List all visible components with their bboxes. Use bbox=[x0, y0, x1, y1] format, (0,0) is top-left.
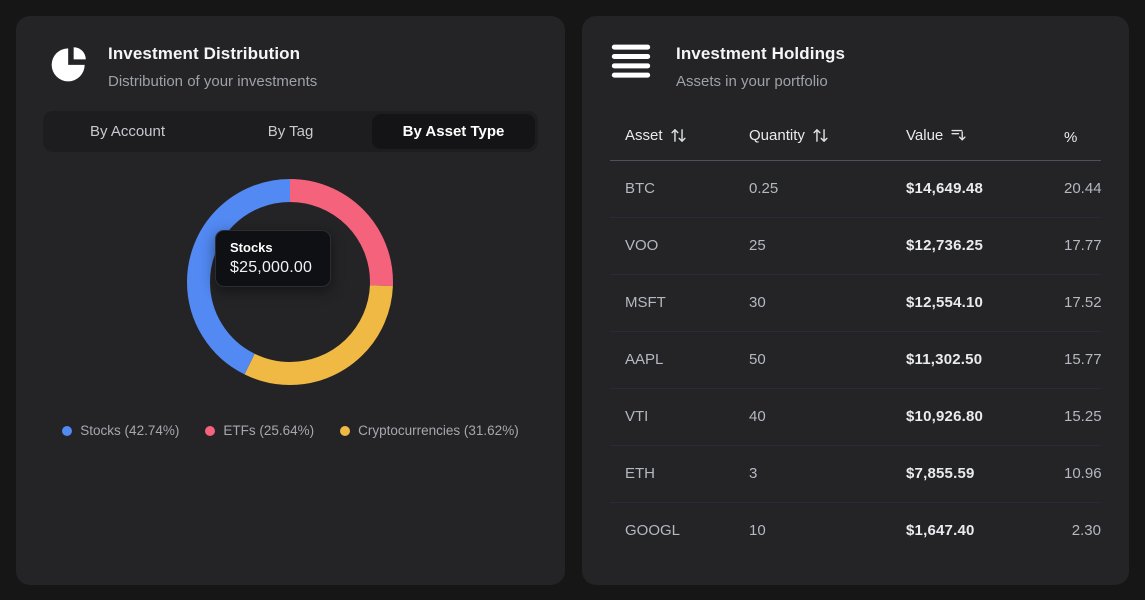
bars-arrow-down-icon bbox=[950, 130, 967, 148]
distribution-subtitle: Distribution of your investments bbox=[108, 73, 318, 90]
column-header-asset[interactable]: Asset bbox=[610, 116, 749, 161]
asset-cell: AAPL bbox=[625, 351, 664, 368]
legend-item: Stocks (42.74%) bbox=[62, 423, 179, 438]
table-row: VOO 25 $12,736.25 17.77 bbox=[610, 217, 1102, 274]
investment-distribution-card: Investment Distribution Distribution of … bbox=[16, 16, 565, 585]
quantity-cell: 0.25 bbox=[749, 180, 779, 197]
asset-cell: VTI bbox=[625, 408, 649, 425]
column-label: Value bbox=[906, 127, 944, 145]
column-header-quantity[interactable]: Quantity bbox=[749, 116, 906, 161]
holdings-title: Investment Holdings bbox=[676, 44, 846, 63]
percent-cell: 20.44 bbox=[1064, 180, 1102, 197]
tooltip-label: Stocks bbox=[230, 240, 273, 255]
value-cell: $7,855.59 bbox=[906, 465, 975, 482]
value-cell: $1,647.40 bbox=[906, 522, 975, 540]
table-row: MSFT 30 $12,554.10 17.52 bbox=[610, 274, 1102, 331]
table-row: ETH 3 $7,855.59 10.96 bbox=[610, 445, 1102, 502]
chart-legend: Stocks (42.74%) ETFs (25.64%) Cryptocurren… bbox=[16, 423, 565, 438]
asset-cell: VOO bbox=[625, 237, 659, 254]
table-row: VTI 40 $10,926.80 15.25 bbox=[610, 388, 1102, 445]
donut-chart bbox=[186, 178, 394, 386]
value-cell: $10,926.80 bbox=[906, 408, 984, 425]
arrows-up-down-icon bbox=[812, 129, 829, 148]
legend-item: ETFs (25.64%) bbox=[205, 423, 314, 438]
quantity-cell: 50 bbox=[749, 351, 766, 368]
quantity-cell: 3 bbox=[749, 465, 758, 482]
percent-cell: 10.96 bbox=[1064, 465, 1102, 482]
legend-label: ETFs (25.64%) bbox=[223, 423, 315, 438]
legend-item: Cryptocurrencies (31.62%) bbox=[340, 423, 519, 438]
holdings-subtitle: Assets in your portfolio bbox=[676, 73, 828, 90]
quantity-cell: 10 bbox=[749, 522, 766, 540]
column-label: Asset bbox=[625, 127, 663, 145]
table-row: AAPL 50 $11,302.50 15.77 bbox=[610, 331, 1102, 388]
tab-by-account[interactable]: By Account bbox=[46, 114, 209, 149]
value-cell: $12,554.10 bbox=[906, 294, 984, 311]
donut-segment-cryptocurrencies[interactable] bbox=[187, 179, 393, 385]
legend-dot-icon bbox=[205, 425, 216, 436]
asset-cell: GOOGL bbox=[625, 522, 681, 540]
table-row: GOOGL 10 $1,647.40 2.30 bbox=[610, 502, 1101, 559]
distribution-title: Investment Distribution bbox=[108, 44, 301, 63]
value-cell: $12,736.25 bbox=[906, 237, 984, 254]
column-header-percent[interactable]: % bbox=[1064, 116, 1101, 161]
tooltip-value: $25,000.00 bbox=[230, 259, 313, 276]
distribution-card-header: Investment Distribution Distribution of … bbox=[48, 38, 317, 91]
percent-cell: 15.77 bbox=[1064, 351, 1102, 368]
percent-cell: 15.25 bbox=[1064, 408, 1102, 425]
holdings-card-header: Investment Holdings Assets in your portf… bbox=[611, 38, 845, 90]
legend-label: Stocks (42.74%) bbox=[80, 423, 180, 438]
tab-by-asset-type[interactable]: By Asset Type bbox=[372, 114, 535, 149]
column-label: % bbox=[1064, 129, 1078, 147]
quantity-cell: 25 bbox=[749, 237, 766, 254]
investment-holdings-card: Investment Holdings Assets in your portf… bbox=[582, 16, 1129, 585]
legend-dot-icon bbox=[62, 425, 73, 436]
chart-tooltip: Stocks $25,000.00 bbox=[215, 230, 331, 287]
percent-cell: 17.52 bbox=[1064, 294, 1102, 311]
table-row: BTC 0.25 $14,649.48 20.44 bbox=[610, 160, 1102, 217]
legend-dot-icon bbox=[340, 425, 351, 436]
distribution-tab-list: By Account By Tag By Asset Type bbox=[43, 111, 538, 152]
arrows-up-down-icon bbox=[670, 129, 687, 148]
value-cell: $11,302.50 bbox=[906, 351, 983, 368]
table-header-row: Asset Quantity Value % bbox=[610, 116, 1101, 161]
quantity-cell: 40 bbox=[749, 408, 766, 425]
legend-label: Cryptocurrencies (31.62%) bbox=[358, 423, 519, 438]
value-cell: $14,649.48 bbox=[906, 180, 984, 197]
pie-chart-icon bbox=[48, 40, 92, 91]
quantity-cell: 30 bbox=[749, 294, 766, 311]
asset-cell: MSFT bbox=[625, 294, 666, 311]
donut-segment-stocks[interactable] bbox=[187, 179, 393, 385]
tab-by-tag[interactable]: By Tag bbox=[209, 114, 372, 149]
column-header-value[interactable]: Value bbox=[906, 116, 1064, 161]
holdings-table: Asset Quantity Value % BTC 0.25 $14,649.48… bbox=[610, 116, 1102, 559]
asset-cell: ETH bbox=[625, 465, 655, 482]
percent-cell: 2.30 bbox=[1071, 522, 1101, 540]
rows-icon bbox=[611, 40, 651, 87]
percent-cell: 17.77 bbox=[1064, 237, 1102, 254]
asset-cell: BTC bbox=[625, 180, 655, 197]
column-label: Quantity bbox=[749, 127, 805, 145]
